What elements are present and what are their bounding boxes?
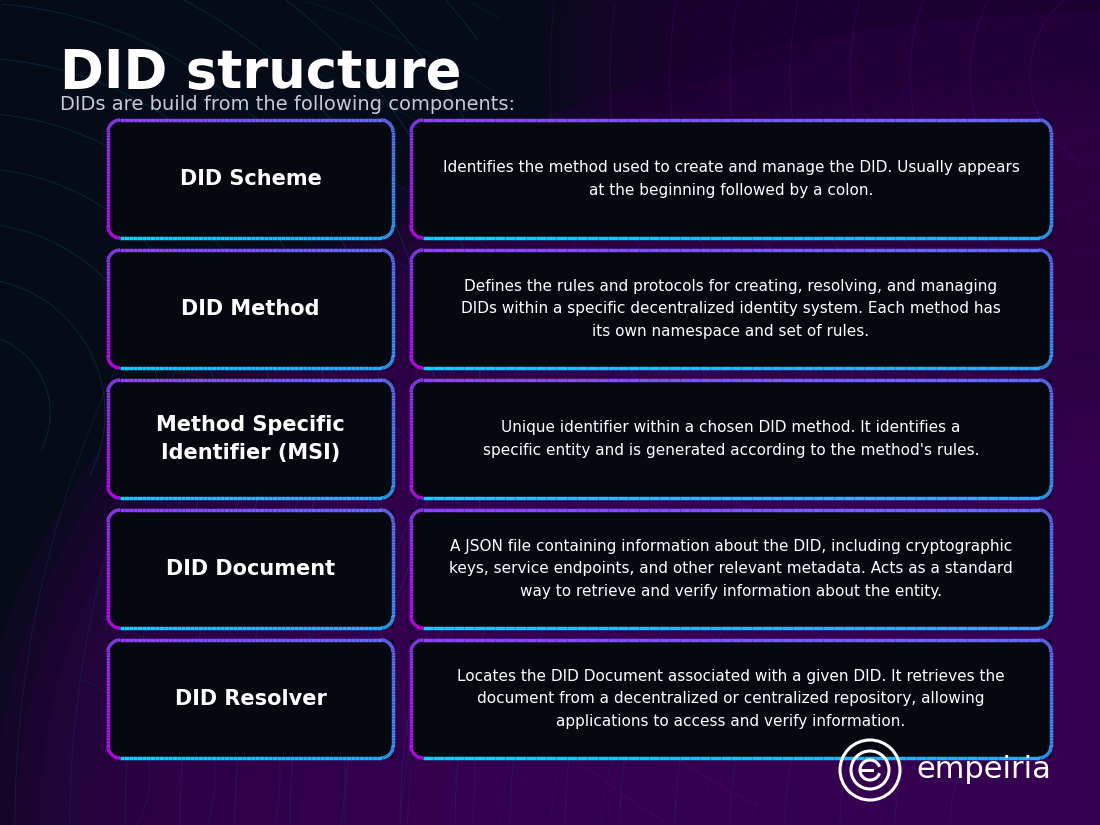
Ellipse shape: [287, 240, 1100, 825]
Ellipse shape: [446, 353, 1100, 825]
Text: DID Document: DID Document: [166, 559, 336, 579]
Ellipse shape: [18, 45, 1100, 825]
Ellipse shape: [570, 0, 1100, 435]
Ellipse shape: [355, 289, 1100, 825]
Ellipse shape: [175, 159, 1100, 825]
Text: DID structure: DID structure: [60, 47, 461, 99]
FancyBboxPatch shape: [411, 510, 1050, 628]
FancyBboxPatch shape: [108, 120, 393, 238]
Ellipse shape: [585, 0, 1100, 424]
FancyBboxPatch shape: [108, 250, 393, 368]
Ellipse shape: [40, 62, 1100, 825]
Ellipse shape: [645, 0, 1100, 379]
Ellipse shape: [625, 483, 1100, 825]
FancyBboxPatch shape: [411, 640, 1050, 758]
Ellipse shape: [648, 499, 1100, 825]
Ellipse shape: [670, 516, 1100, 825]
Ellipse shape: [265, 224, 1100, 825]
FancyBboxPatch shape: [108, 640, 393, 758]
Text: A JSON file containing information about the DID, including cryptographic
keys, : A JSON file containing information about…: [449, 540, 1013, 599]
Text: DID Method: DID Method: [182, 299, 320, 319]
Ellipse shape: [660, 0, 1100, 367]
Ellipse shape: [540, 0, 1100, 458]
Text: DIDs are build from the following components:: DIDs are build from the following compon…: [60, 95, 515, 114]
Ellipse shape: [675, 0, 1100, 356]
Ellipse shape: [600, 0, 1100, 412]
Ellipse shape: [0, 13, 1100, 825]
Text: Method Specific
Identifier (MSI): Method Specific Identifier (MSI): [156, 415, 345, 463]
FancyBboxPatch shape: [108, 510, 393, 628]
Text: Locates the DID Document associated with a given DID. It retrieves the
document : Locates the DID Document associated with…: [458, 669, 1004, 728]
Ellipse shape: [735, 0, 1100, 311]
Ellipse shape: [85, 94, 1100, 825]
Ellipse shape: [690, 0, 1100, 345]
Text: DID Resolver: DID Resolver: [175, 689, 327, 709]
FancyBboxPatch shape: [411, 120, 1050, 238]
Ellipse shape: [630, 0, 1100, 390]
Ellipse shape: [220, 191, 1100, 825]
Ellipse shape: [750, 0, 1100, 300]
Ellipse shape: [332, 272, 1100, 825]
Ellipse shape: [242, 208, 1100, 825]
Ellipse shape: [558, 435, 1100, 825]
Ellipse shape: [535, 418, 1100, 825]
Ellipse shape: [63, 78, 1100, 825]
Ellipse shape: [198, 175, 1100, 825]
Text: empeiria: empeiria: [916, 756, 1050, 785]
FancyBboxPatch shape: [411, 380, 1050, 498]
Ellipse shape: [310, 257, 1100, 825]
Text: Defines the rules and protocols for creating, resolving, and managing
DIDs withi: Defines the rules and protocols for crea…: [461, 280, 1001, 339]
Ellipse shape: [513, 402, 1100, 825]
Ellipse shape: [764, 0, 1100, 289]
Text: Identifies the method used to create and manage the DID. Usually appears
at the : Identifies the method used to create and…: [442, 160, 1020, 198]
Ellipse shape: [400, 321, 1100, 825]
Ellipse shape: [705, 0, 1100, 334]
Ellipse shape: [603, 467, 1100, 825]
Ellipse shape: [720, 0, 1100, 323]
Ellipse shape: [0, 30, 1100, 825]
Ellipse shape: [490, 386, 1100, 825]
Text: DID Scheme: DID Scheme: [179, 169, 321, 189]
Ellipse shape: [422, 337, 1100, 825]
Ellipse shape: [615, 0, 1100, 401]
Ellipse shape: [556, 0, 1100, 446]
FancyBboxPatch shape: [411, 250, 1050, 368]
Ellipse shape: [108, 111, 1100, 825]
Ellipse shape: [468, 370, 1100, 825]
FancyBboxPatch shape: [108, 380, 393, 498]
Ellipse shape: [377, 304, 1100, 825]
Ellipse shape: [130, 126, 1100, 825]
Ellipse shape: [580, 450, 1100, 825]
Text: Unique identifier within a chosen DID method. It identifies a
specific entity an: Unique identifier within a chosen DID me…: [483, 421, 979, 458]
Ellipse shape: [153, 143, 1100, 825]
